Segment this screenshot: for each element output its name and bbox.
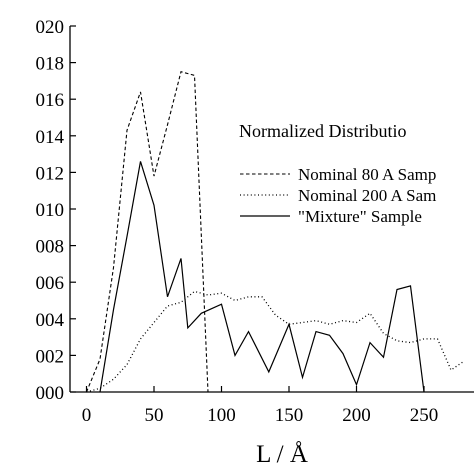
legend-title: Normalized Distributio [239, 121, 406, 141]
y-tick-label: 020 [36, 17, 65, 38]
y-tick-label: 000 [36, 383, 65, 404]
x-tick-label: 200 [342, 405, 371, 426]
legend-label-2: Nominal 200 A Sam [298, 186, 436, 205]
x-axis-label: L / Å [256, 441, 308, 468]
y-tick-label: 018 [36, 54, 65, 75]
series-line-3 [99, 161, 425, 393]
y-tick-label: 012 [36, 163, 65, 184]
y-tick-label: 004 [36, 310, 65, 331]
y-tick-label: 014 [36, 127, 65, 148]
legend-label-3: "Mixture" Sample [298, 207, 422, 226]
series-line-2 [86, 290, 465, 393]
y-tick-label: 008 [36, 237, 65, 258]
x-axis-ticks: 0 50 100 150 200 250 [82, 386, 439, 426]
legend: Normalized Distributio Nominal 80 A Samp… [239, 121, 436, 226]
series-layer [85, 71, 465, 393]
x-tick-label: 0 [82, 405, 92, 426]
y-tick-label: 010 [36, 200, 65, 221]
x-tick-label: 150 [275, 405, 304, 426]
y-tick-label: 002 [36, 346, 65, 367]
series-line-1 [85, 71, 209, 393]
legend-label-1: Nominal 80 A Samp [298, 165, 436, 184]
y-tick-label: 016 [36, 90, 65, 111]
x-tick-label: 250 [410, 405, 439, 426]
x-tick-label: 50 [145, 405, 164, 426]
x-tick-label: 100 [207, 405, 236, 426]
y-axis-ticks: 020 018 016 014 012 010 008 006 004 002 000 [36, 17, 76, 404]
y-tick-label: 006 [36, 273, 65, 294]
